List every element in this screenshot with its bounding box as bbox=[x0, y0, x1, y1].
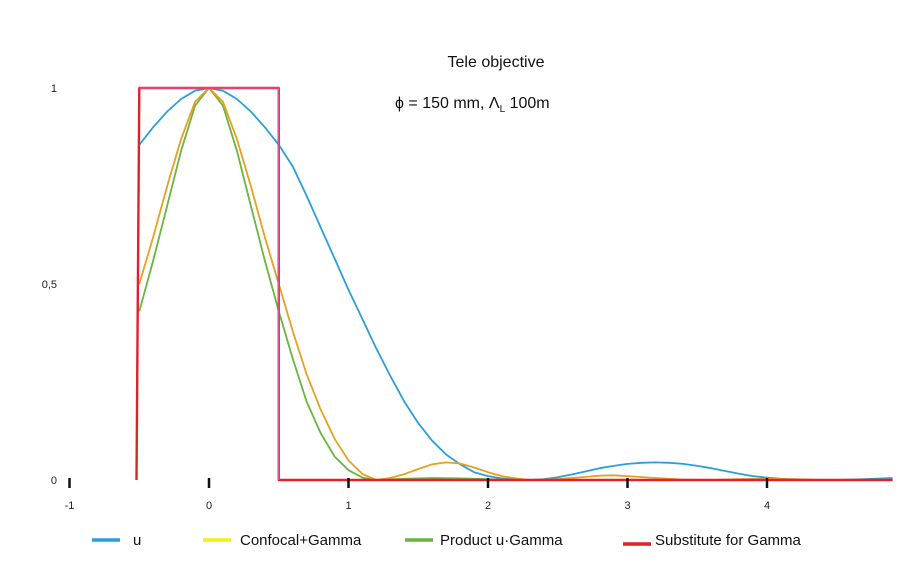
series-line-substitute-for-gamma bbox=[135, 86, 893, 482]
x-tick-label: 2 bbox=[485, 500, 491, 512]
x-tick-label: 0 bbox=[206, 500, 212, 512]
legend-label: Confocal+Gamma bbox=[240, 532, 362, 549]
substitute-box-outline bbox=[139, 87, 280, 480]
chart-subtitle: ϕ = 150 mm, ΛL 100m bbox=[395, 95, 550, 115]
x-tick-label: -1 bbox=[65, 500, 75, 512]
chart-subtitle-tail: 100m bbox=[505, 95, 549, 112]
y-tick-label: 1 bbox=[51, 83, 57, 95]
legend: u Confocal+Gamma Product u·Gamma Substitute… bbox=[92, 532, 802, 549]
x-tick-label: 3 bbox=[624, 500, 630, 512]
chart-title: Tele objective bbox=[448, 54, 545, 71]
x-axis: -1 0 1 2 3 4 bbox=[65, 478, 770, 512]
y-tick-label: 0 bbox=[51, 475, 57, 487]
y-tick-label: 0,5 bbox=[42, 279, 57, 291]
legend-label: u bbox=[133, 532, 141, 549]
legend-label: Substitute for Gamma bbox=[655, 532, 802, 549]
series-line-product-u-gamma bbox=[138, 87, 893, 481]
substitute-box-edge bbox=[139, 87, 280, 480]
series-line-confocal-gamma bbox=[138, 87, 893, 481]
series-line-u bbox=[138, 87, 893, 481]
legend-label: Product u·Gamma bbox=[440, 532, 563, 549]
x-tick-label: 4 bbox=[764, 500, 770, 512]
x-tick-label: 1 bbox=[345, 500, 351, 512]
series-layer bbox=[135, 86, 893, 482]
y-axis: 00,51 bbox=[42, 83, 57, 487]
chart-subtitle-main: ϕ = 150 mm, Λ bbox=[395, 95, 500, 112]
chart-subtitle-subscript: L bbox=[500, 104, 506, 115]
